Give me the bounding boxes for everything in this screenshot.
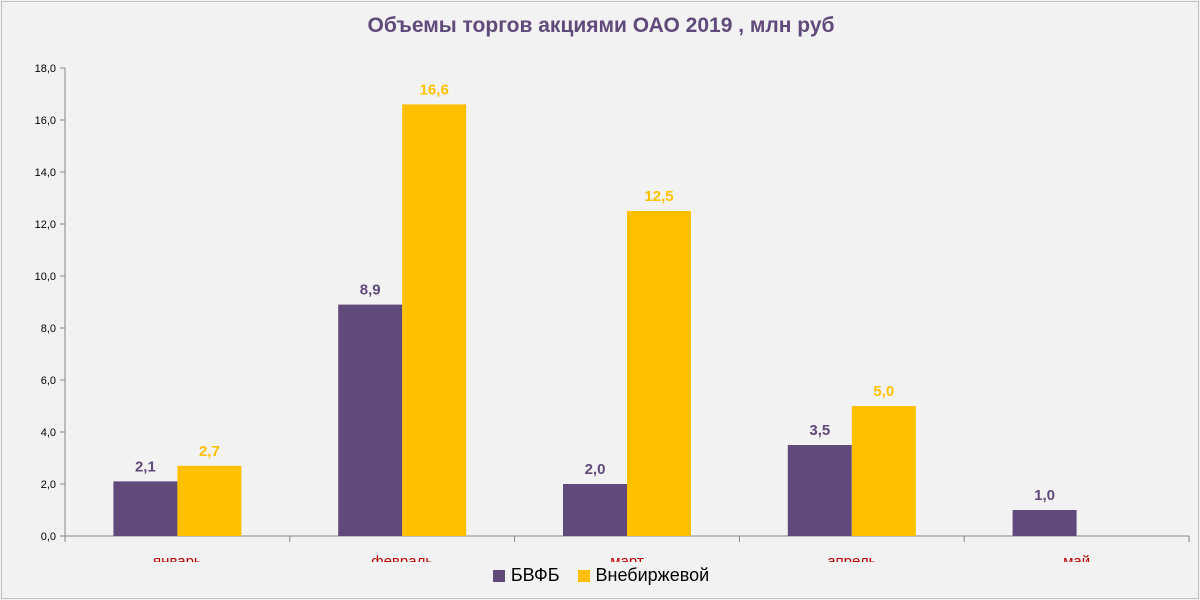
y-tick-label: 4,0 (41, 427, 56, 439)
x-category-label: январь (153, 553, 202, 562)
legend-item-series-1: БВФБ (492, 565, 560, 586)
legend-swatch-series-2 (577, 569, 590, 582)
y-tick-label: 2,0 (41, 479, 56, 491)
legend-item-series-2: Внебиржевой (577, 565, 710, 586)
bar-chart: 0,0 2,0 4,0 6,0 8,0 10,0 12,0 14,0 16,0 18,0 январ… (35, 63, 1190, 562)
data-label-series-2: 16,6 (420, 81, 449, 98)
x-category-label: апрель (827, 553, 876, 562)
bar-series-1 (787, 445, 852, 536)
data-label-series-2: 5,0 (873, 383, 894, 400)
data-label-series-1: 2,0 (585, 461, 606, 478)
y-tick-label: 8,0 (41, 323, 56, 335)
bar-series-2 (627, 211, 691, 536)
y-tick-label: 10,0 (35, 271, 56, 283)
bar-series-2 (402, 104, 467, 537)
x-category-label: май (1063, 553, 1090, 562)
y-tick-label: 0,0 (41, 531, 56, 543)
chart-title: Объемы торгов акциями ОАО 2019 , млн руб (367, 14, 835, 37)
bar-series-1 (113, 481, 178, 536)
data-label-series-2: 2,7 (199, 443, 220, 460)
y-tick-label: 18,0 (35, 63, 56, 75)
x-category-label: март (610, 553, 644, 562)
y-tick-label: 14,0 (35, 167, 56, 179)
y-tick-label: 12,0 (35, 219, 56, 231)
data-label-series-2: 12,5 (644, 188, 673, 205)
data-label-series-1: 3,5 (809, 422, 830, 439)
legend-swatch-series-1 (492, 569, 505, 582)
legend-label-series-1: БВФБ (510, 565, 560, 585)
legend: БВФБ Внебиржевой (2, 565, 1200, 586)
legend-label-series-2: Внебиржевой (595, 565, 710, 585)
data-label-series-1: 2,1 (135, 458, 156, 475)
data-label-series-1: 1,0 (1034, 487, 1055, 504)
y-tick-label: 16,0 (35, 115, 56, 127)
data-label-series-1: 8,9 (360, 282, 381, 299)
y-tick-label: 6,0 (41, 375, 56, 387)
bar-series-1 (563, 484, 627, 536)
x-category-label: февраль (371, 553, 433, 562)
bar-series-1 (1012, 510, 1077, 536)
bar-series-2 (851, 406, 916, 536)
bar-series-2 (177, 465, 242, 536)
bar-series-1 (338, 304, 403, 536)
